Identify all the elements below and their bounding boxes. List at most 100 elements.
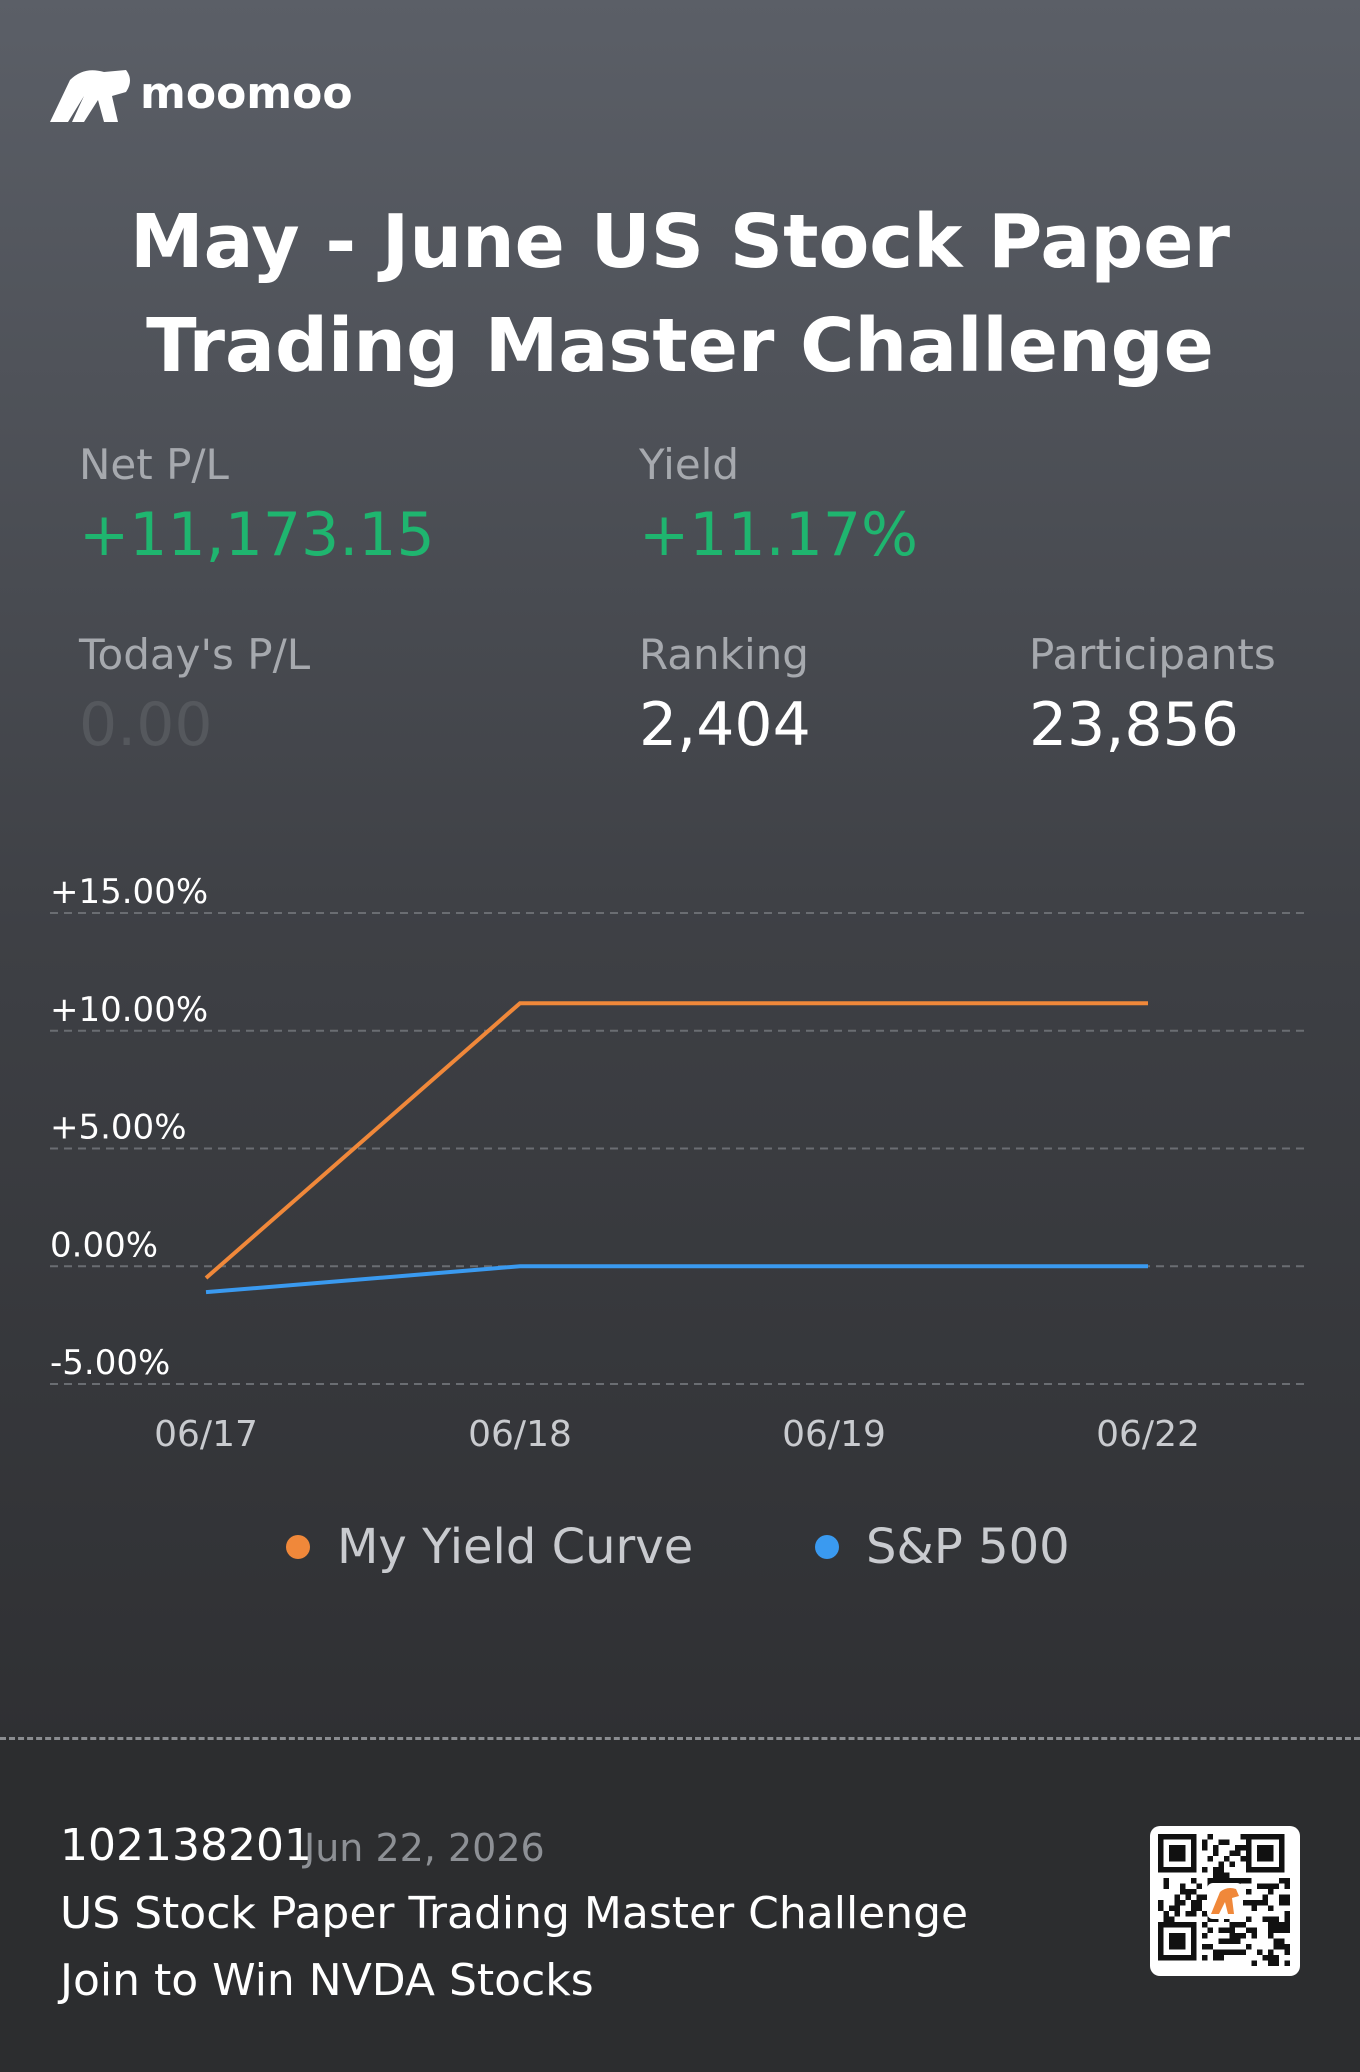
x-tick-label: 06/22 bbox=[1096, 1414, 1200, 1455]
qr-cell bbox=[1169, 1916, 1175, 1922]
qr-cell bbox=[1174, 1894, 1180, 1900]
qr-cell bbox=[1273, 1955, 1279, 1961]
qr-cell bbox=[1240, 1856, 1246, 1862]
legend-label: S&P 500 bbox=[866, 1519, 1070, 1575]
stat-value: 0.00 bbox=[79, 690, 213, 760]
qr-cell bbox=[1229, 1861, 1235, 1867]
qr-cell bbox=[1163, 1911, 1169, 1917]
qr-cell bbox=[1284, 1916, 1290, 1922]
stat-value: 2,404 bbox=[639, 690, 811, 760]
qr-cell bbox=[1284, 1900, 1290, 1906]
qr-cell bbox=[1218, 1878, 1224, 1884]
qr-cell bbox=[1224, 1927, 1230, 1933]
qr-cell bbox=[1229, 1938, 1235, 1944]
qr-cell bbox=[1196, 1900, 1202, 1906]
qr-cell bbox=[1235, 1933, 1241, 1939]
y-tick-label: -5.00% bbox=[50, 1343, 170, 1383]
qr-cell bbox=[1246, 1900, 1252, 1906]
qr-cell bbox=[1240, 1845, 1246, 1851]
qr-cell bbox=[1229, 1933, 1235, 1939]
qr-cell bbox=[1218, 1927, 1224, 1933]
qr-cell bbox=[1279, 1900, 1285, 1906]
qr-cell bbox=[1185, 1911, 1191, 1917]
qr-finder bbox=[1246, 1834, 1285, 1873]
qr-logo bbox=[1211, 1888, 1239, 1914]
qr-cell bbox=[1224, 1916, 1230, 1922]
qr-cell bbox=[1158, 1905, 1164, 1911]
qr-cell bbox=[1229, 1850, 1235, 1856]
chart: -5.00% 0.00% +5.00% +10.00% +15.00% 06/17 06/1… bbox=[50, 872, 1307, 1575]
qr-cell bbox=[1180, 1900, 1186, 1906]
qr-cell bbox=[1246, 1916, 1252, 1922]
qr-cell bbox=[1284, 1911, 1290, 1917]
qr-cell bbox=[1185, 1889, 1191, 1895]
qr-cell bbox=[1218, 1955, 1224, 1961]
series-line bbox=[204, 1001, 1148, 1280]
qr-cell bbox=[1191, 1878, 1197, 1884]
qr-cell bbox=[1207, 1856, 1213, 1862]
qr-cell bbox=[1213, 1845, 1219, 1851]
qr-cell bbox=[1174, 1911, 1180, 1917]
qr-cell bbox=[1207, 1878, 1213, 1884]
x-tick-label: 06/17 bbox=[154, 1414, 258, 1455]
qr-cell bbox=[1273, 1927, 1279, 1933]
qr-cell bbox=[1163, 1916, 1169, 1922]
qr-cell bbox=[1169, 1905, 1175, 1911]
qr-cell bbox=[1224, 1856, 1230, 1862]
brand: moomoo bbox=[140, 68, 353, 119]
qr-cell bbox=[1262, 1894, 1268, 1900]
qr-cell bbox=[1191, 1889, 1197, 1895]
qr-cell bbox=[1235, 1949, 1241, 1955]
qr-cell bbox=[1224, 1872, 1230, 1878]
qr-cell bbox=[1273, 1938, 1279, 1944]
stat-value: +11.17% bbox=[639, 500, 919, 570]
qr-cell bbox=[1246, 1878, 1252, 1884]
qr-cell bbox=[1273, 1916, 1279, 1922]
qr-cell bbox=[1273, 1944, 1279, 1950]
qr-finder bbox=[1169, 1933, 1186, 1950]
qr-finder bbox=[1257, 1845, 1274, 1862]
qr-cell bbox=[1218, 1872, 1224, 1878]
qr-cell bbox=[1240, 1922, 1246, 1928]
qr-cell bbox=[1268, 1927, 1274, 1933]
qr-cell bbox=[1240, 1878, 1246, 1884]
footer-text: US Stock Paper Trading Master Challenge bbox=[60, 1888, 969, 1939]
y-tick-label: +10.00% bbox=[50, 990, 208, 1030]
qr-cell bbox=[1218, 1867, 1224, 1873]
stat-label: Participants bbox=[1029, 630, 1276, 679]
qr-cell bbox=[1257, 1883, 1263, 1889]
qr-cell bbox=[1213, 1955, 1219, 1961]
qr-cell bbox=[1202, 1933, 1208, 1939]
qr-cell bbox=[1229, 1927, 1235, 1933]
stat-value: +11,173.15 bbox=[79, 500, 435, 570]
qr-cell bbox=[1235, 1878, 1241, 1884]
qr-cell bbox=[1202, 1894, 1208, 1900]
qr-cell bbox=[1279, 1938, 1285, 1944]
qr-cell bbox=[1229, 1878, 1235, 1884]
qr-cell bbox=[1284, 1883, 1290, 1889]
user-id: 102138201 bbox=[60, 1820, 312, 1871]
qr-cell bbox=[1251, 1960, 1257, 1966]
qr-cell bbox=[1202, 1839, 1208, 1845]
qr-cell bbox=[1207, 1927, 1213, 1933]
date: Jun 22, 2026 bbox=[304, 1826, 545, 1870]
qr-cell bbox=[1229, 1922, 1235, 1928]
qr-cell bbox=[1191, 1911, 1197, 1917]
qr-cell bbox=[1262, 1900, 1268, 1906]
legend-marker bbox=[286, 1535, 310, 1559]
qr-cell bbox=[1246, 1944, 1252, 1950]
qr-cell bbox=[1268, 1933, 1274, 1939]
qr-cell bbox=[1224, 1839, 1230, 1845]
qr-finder bbox=[1158, 1834, 1197, 1873]
qr-cell bbox=[1202, 1911, 1208, 1917]
qr-cell bbox=[1246, 1889, 1252, 1895]
qr-cell bbox=[1273, 1922, 1279, 1928]
qr-cell bbox=[1196, 1894, 1202, 1900]
qr-cell bbox=[1158, 1900, 1164, 1906]
qr-cell bbox=[1202, 1922, 1208, 1928]
qr-cell bbox=[1284, 1960, 1290, 1966]
qr-cell bbox=[1218, 1949, 1224, 1955]
series-line bbox=[205, 1264, 1148, 1295]
qr-cell bbox=[1284, 1944, 1290, 1950]
x-tick-label: 06/18 bbox=[468, 1414, 572, 1455]
